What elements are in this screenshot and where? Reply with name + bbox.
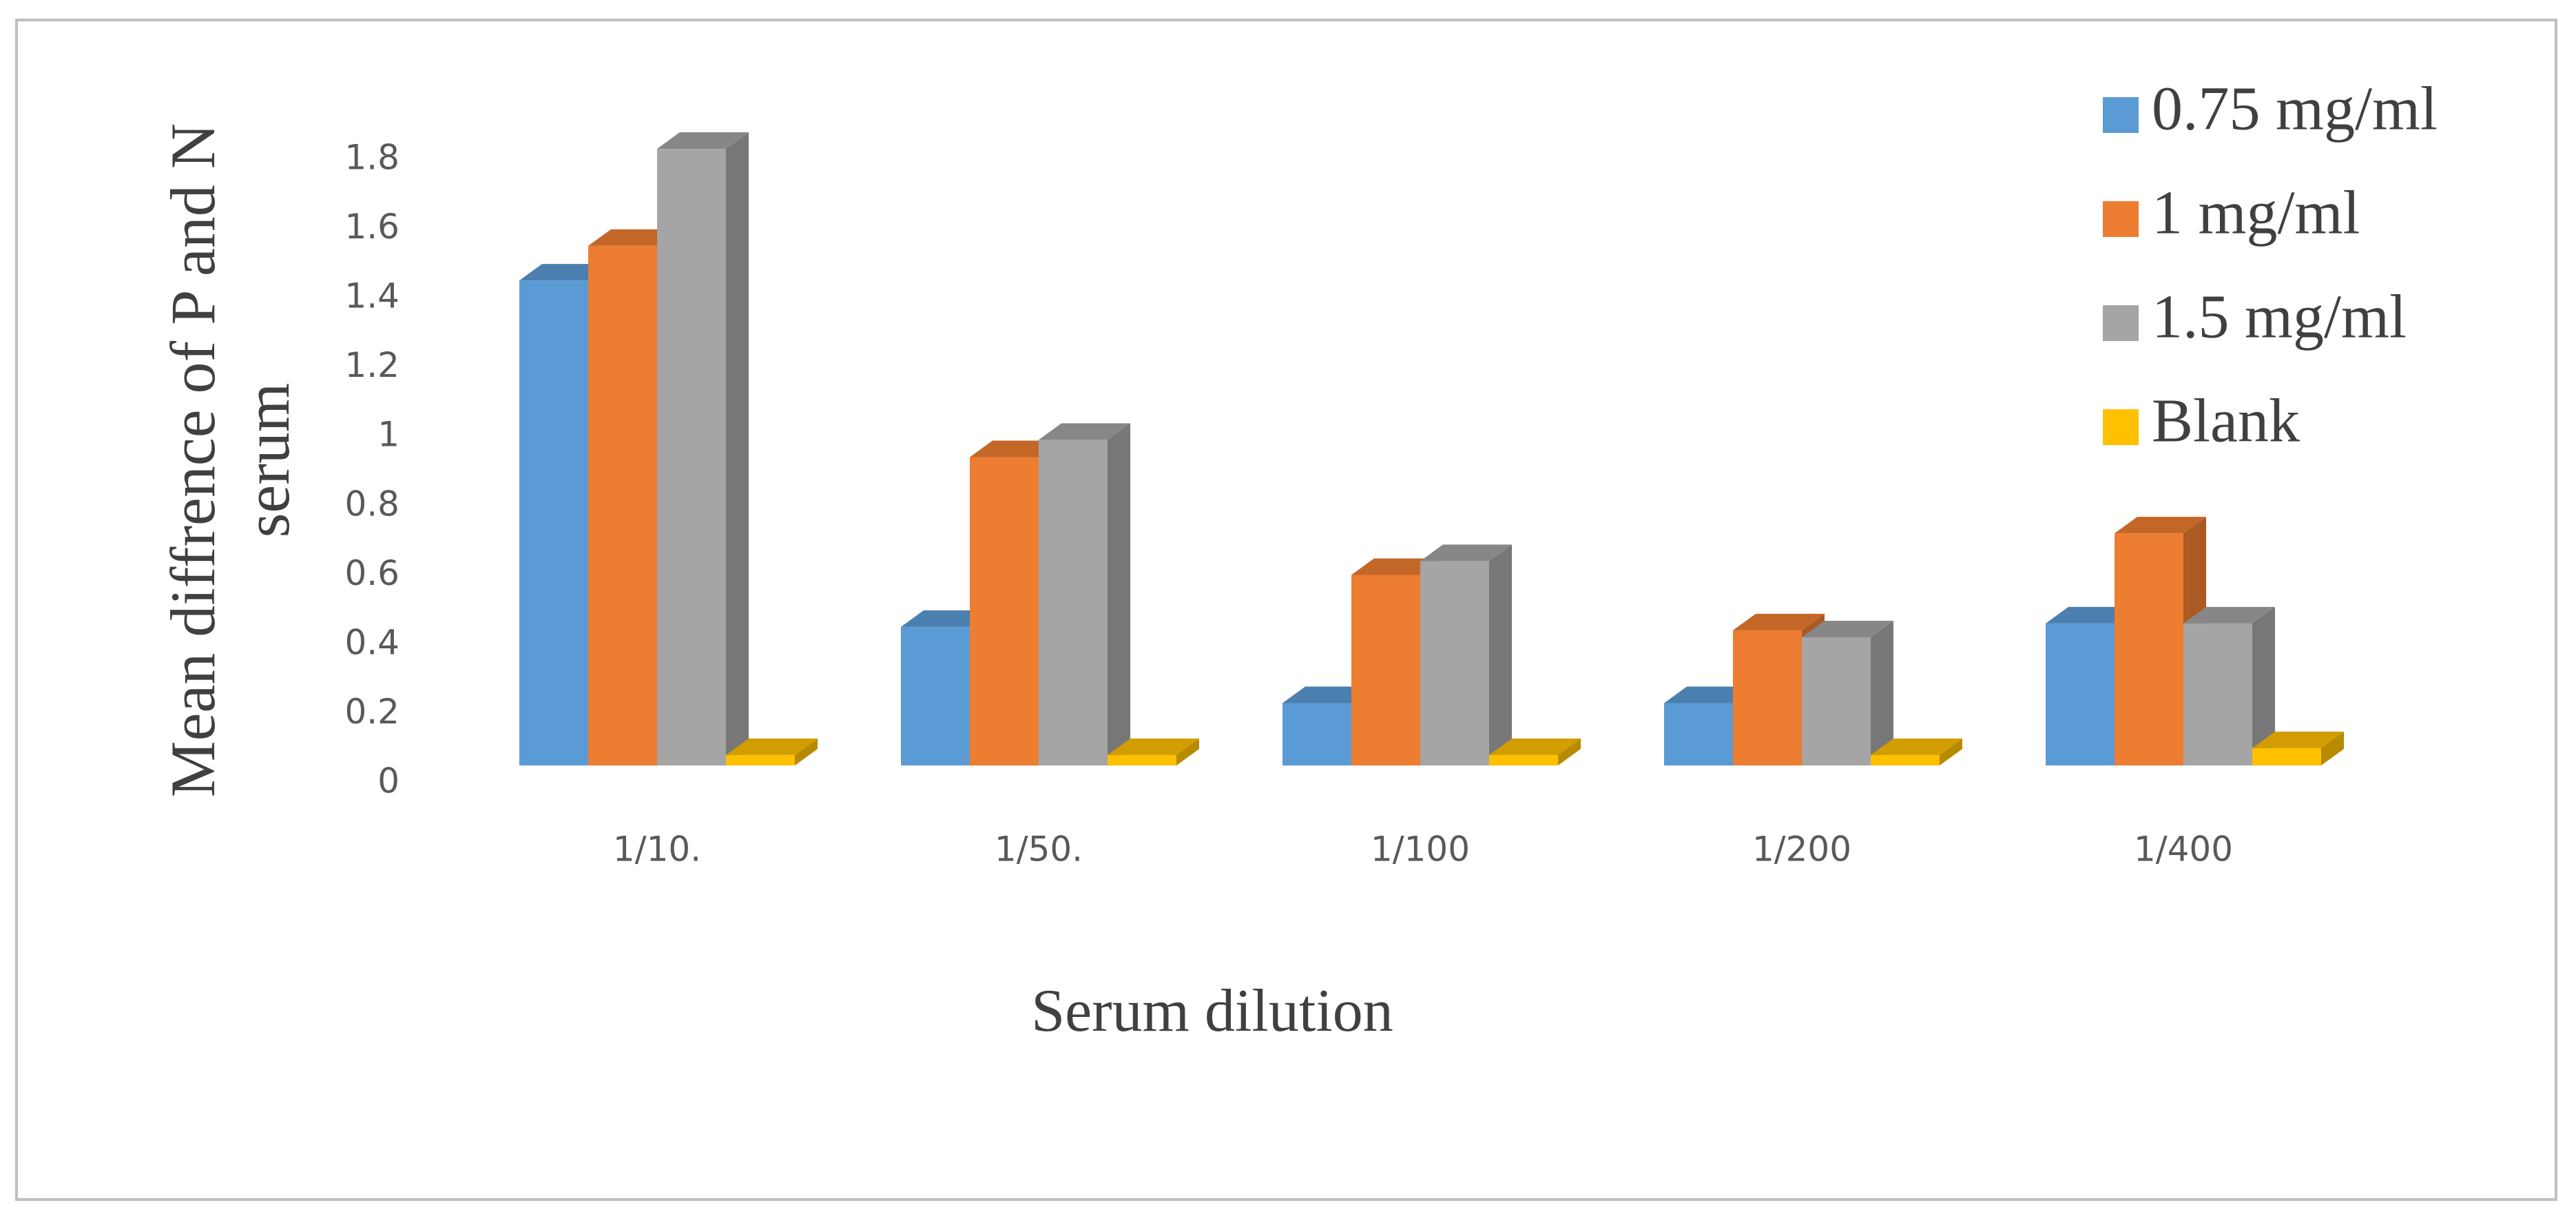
legend-swatch bbox=[2103, 305, 2139, 341]
bar-top bbox=[1733, 613, 1825, 630]
bar-front bbox=[1351, 575, 1420, 765]
y-tick-label: 1.4 bbox=[344, 276, 399, 316]
bar-front bbox=[1733, 630, 1802, 765]
bar-front bbox=[726, 754, 795, 765]
bar-front bbox=[1108, 754, 1176, 765]
bar bbox=[1871, 738, 1962, 765]
y-tick-label: 1 bbox=[377, 415, 399, 455]
bar-front bbox=[1420, 561, 1489, 765]
bar bbox=[1802, 620, 1893, 765]
bar-top bbox=[2115, 517, 2206, 534]
bar bbox=[1420, 544, 1512, 765]
bar-front bbox=[2046, 623, 2115, 765]
bar bbox=[726, 738, 818, 765]
y-axis-title: Mean diffrence of P and N bbox=[158, 123, 228, 797]
bar-front bbox=[1282, 703, 1351, 765]
bar-front bbox=[1039, 440, 1108, 765]
bar-side bbox=[1871, 620, 1893, 765]
x-tick-label: 1/400 bbox=[2134, 830, 2233, 870]
bar-side bbox=[1489, 544, 1512, 765]
x-tick-label: 1/10. bbox=[613, 830, 701, 870]
bar-side bbox=[2321, 731, 2344, 765]
x-axis-title: Serum dilution bbox=[1031, 978, 1393, 1045]
bar-front bbox=[2252, 748, 2321, 765]
bar-front bbox=[970, 457, 1039, 765]
x-tick-label: 1/100 bbox=[1371, 830, 1470, 870]
y-tick-label: 1.6 bbox=[344, 207, 399, 247]
legend-label: 1.5 mg/ml bbox=[2152, 283, 2407, 351]
bar bbox=[1282, 686, 1374, 765]
x-tick-label: 1/50. bbox=[995, 830, 1083, 870]
bar bbox=[657, 132, 749, 766]
bar-top bbox=[901, 610, 993, 627]
bar-top bbox=[657, 132, 749, 150]
y-tick-label: 0.6 bbox=[344, 553, 399, 593]
bar-top bbox=[726, 738, 818, 755]
bar-side bbox=[726, 132, 749, 766]
bar-front bbox=[519, 280, 588, 766]
bar bbox=[1039, 423, 1130, 765]
x-tick-label: 1/200 bbox=[1752, 830, 1851, 870]
legend-label: 0.75 mg/ml bbox=[2152, 75, 2438, 143]
bar-top bbox=[1282, 686, 1374, 703]
bar-top bbox=[970, 440, 1061, 457]
bar-top bbox=[1871, 738, 1962, 755]
bar-top bbox=[1420, 544, 1512, 562]
bar-top bbox=[2252, 731, 2344, 748]
bar-top bbox=[1039, 423, 1130, 440]
bar-front bbox=[901, 626, 970, 765]
bar-front bbox=[1802, 637, 1871, 765]
bar-front bbox=[1664, 703, 1733, 765]
bar-top bbox=[1802, 620, 1893, 637]
bar-front bbox=[2115, 533, 2183, 765]
bar-top bbox=[588, 229, 680, 246]
bar-front bbox=[2183, 623, 2252, 765]
bar bbox=[1489, 738, 1581, 765]
bar bbox=[2252, 731, 2344, 765]
legend-swatch bbox=[2103, 201, 2139, 237]
y-axis-title: serum bbox=[232, 383, 302, 538]
bar-top bbox=[1664, 686, 1756, 703]
y-tick-label: 0 bbox=[377, 761, 399, 801]
bar-side bbox=[1108, 423, 1130, 765]
bar-side bbox=[2252, 606, 2275, 765]
y-tick-label: 1.2 bbox=[344, 345, 399, 385]
y-tick-label: 0.4 bbox=[344, 622, 399, 662]
y-tick-label: 0.2 bbox=[344, 692, 399, 732]
bar-top bbox=[2046, 606, 2137, 624]
bar-side bbox=[795, 738, 818, 765]
bar-front bbox=[657, 149, 726, 766]
bar bbox=[1108, 738, 1199, 765]
legend-label: Blank bbox=[2152, 387, 2300, 455]
bar-side bbox=[1176, 738, 1199, 765]
legend-label: 1 mg/ml bbox=[2152, 179, 2360, 247]
y-tick-label: 0.8 bbox=[344, 484, 399, 524]
legend-swatch bbox=[2103, 409, 2139, 445]
bar-side bbox=[1558, 738, 1581, 765]
bar-front bbox=[1871, 754, 1940, 765]
y-tick-label: 1.8 bbox=[344, 138, 399, 178]
bar-front bbox=[588, 245, 657, 765]
bar-side bbox=[1940, 738, 1962, 765]
bar-top bbox=[1351, 558, 1443, 575]
legend-swatch bbox=[2103, 97, 2139, 133]
bar-front bbox=[1489, 754, 1558, 765]
bar-top bbox=[2183, 606, 2275, 624]
bar bbox=[2183, 606, 2275, 765]
bar-top bbox=[519, 264, 611, 281]
bar-top bbox=[1108, 738, 1199, 755]
bar-top bbox=[1489, 738, 1581, 755]
